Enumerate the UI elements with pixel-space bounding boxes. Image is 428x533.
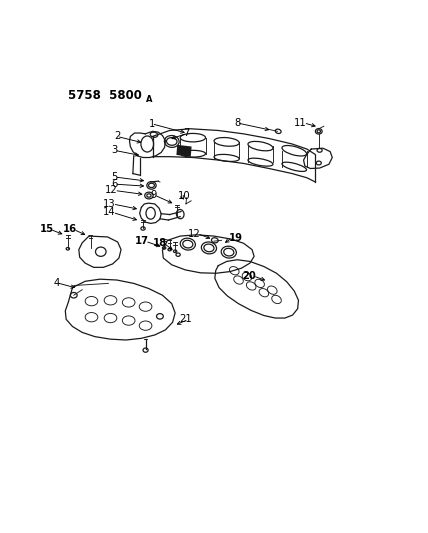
Text: 4: 4 (53, 278, 59, 287)
Text: 16: 16 (62, 224, 77, 235)
Text: 6: 6 (111, 179, 118, 189)
Text: 8: 8 (234, 118, 240, 128)
Text: 13: 13 (104, 199, 116, 209)
Text: 10: 10 (178, 190, 191, 200)
Text: 5758  5800: 5758 5800 (68, 89, 142, 102)
Text: 19: 19 (229, 233, 243, 243)
Text: 11: 11 (294, 118, 307, 128)
Text: 15: 15 (39, 224, 54, 235)
Polygon shape (176, 145, 192, 157)
Text: 17: 17 (134, 236, 149, 246)
Text: 2: 2 (114, 132, 120, 141)
Text: 12: 12 (105, 185, 118, 196)
Text: 14: 14 (104, 207, 116, 217)
Text: 7: 7 (184, 128, 190, 139)
Text: 20: 20 (243, 271, 256, 281)
Text: 5: 5 (111, 172, 118, 182)
Text: A: A (146, 95, 153, 104)
Text: 18: 18 (152, 238, 166, 248)
Text: 21: 21 (179, 314, 192, 324)
Text: 3: 3 (111, 146, 118, 155)
Text: 1: 1 (149, 119, 155, 128)
Text: 9: 9 (151, 190, 157, 200)
Text: 12: 12 (188, 229, 200, 239)
